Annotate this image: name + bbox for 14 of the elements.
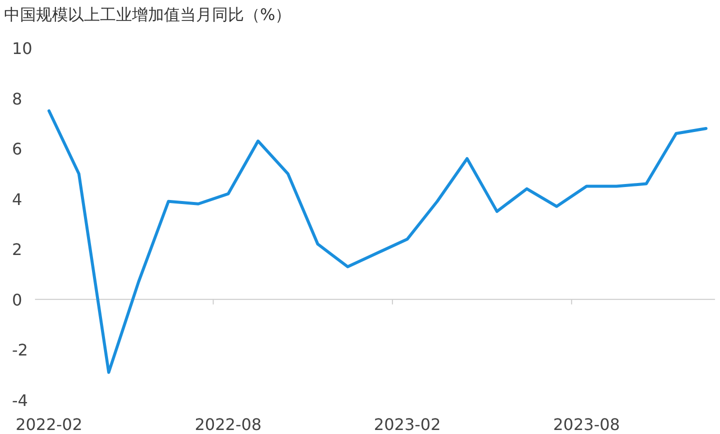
y-tick-label: 6 [12, 140, 22, 159]
x-tick-label: 2023-02 [374, 415, 441, 434]
x-tick-label: 2023-08 [553, 415, 620, 434]
chart-title: 中国规模以上工业增加值当月同比（%） [4, 5, 292, 24]
x-tick-label: 2022-08 [194, 415, 262, 434]
y-tick-label: -2 [12, 340, 28, 360]
y-tick-label: 0 [12, 290, 22, 310]
y-tick-label: 4 [12, 190, 22, 209]
y-tick-label: -4 [12, 391, 28, 410]
y-tick-label: 10 [12, 39, 32, 58]
x-tick-label: 2022-02 [16, 415, 82, 434]
y-tick-label: 8 [12, 89, 22, 108]
line-series [48, 109, 708, 374]
y-tick-label: 2 [12, 240, 22, 260]
